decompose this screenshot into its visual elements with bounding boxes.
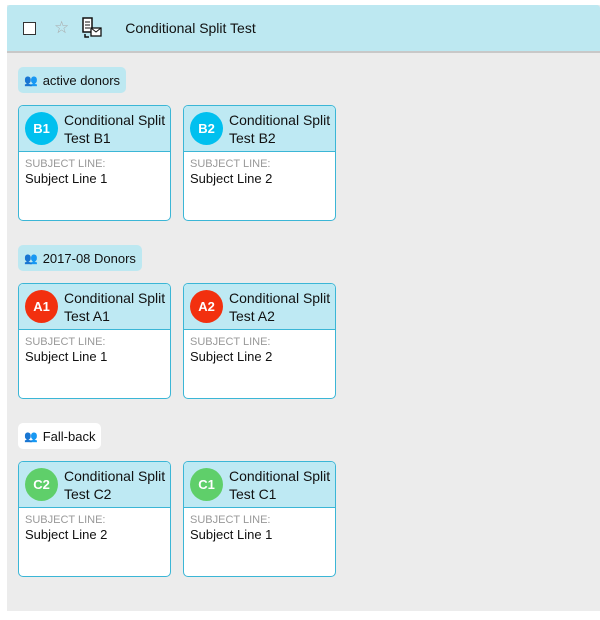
email-card[interactable]: B1 Conditional Split Test B1 SUBJECT LINE:… [18,105,171,221]
select-checkbox[interactable] [23,21,36,35]
card-header: C1 Conditional Split Test C1 [184,462,335,508]
segment-label[interactable]: 👥 2017-08 Donors [18,245,142,271]
segment-label[interactable]: 👥 Fall-back [18,423,102,449]
subject-line-label: SUBJECT LINE: [25,158,106,170]
email-name: Conditional Split Test C1 [229,467,331,502]
email-card[interactable]: C2 Conditional Split Test C2 SUBJECT LINE:… [18,461,171,577]
subject-line-label: SUBJECT LINE: [25,514,106,526]
subject-line-label: SUBJECT LINE: [25,336,106,348]
subject-line-value: Subject Line 2 [25,527,108,542]
card-header: A1 Conditional Split Test A1 [19,284,170,330]
subject-line-value: Subject Line 2 [190,349,273,364]
segment-label[interactable]: 👥 active donors [18,67,127,93]
email-name: Conditional Split Test B2 [229,111,331,146]
email-name: Conditional Split Test A1 [64,289,166,324]
split-test-panel: ☆ Conditional Split Test 👥 active donors B… [7,5,600,611]
segment-name: 2017-08 Donors [42,250,136,266]
subject-line-label: SUBJECT LINE: [190,514,271,526]
card-header: B1 Conditional Split Test B1 [19,106,170,152]
email-name: Conditional Split Test B1 [64,111,166,146]
group-people-icon: 👥 [24,252,38,265]
email-card[interactable]: B2 Conditional Split Test B2 SUBJECT LINE:… [183,105,336,221]
variant-badge: C2 [25,468,58,501]
subject-line-value: Subject Line 2 [190,171,273,186]
split-group: 👥 2017-08 Donors A1 Conditional Split Test … [18,245,336,399]
subject-line-value: Subject Line 1 [25,171,108,186]
page-title: Conditional Split Test [125,20,256,36]
subject-line-value: Subject Line 1 [190,527,273,542]
header-bar: ☆ Conditional Split Test [7,5,600,53]
star-icon[interactable]: ☆ [54,18,70,37]
group-people-icon: 👥 [24,74,38,87]
split-group: 👥 Fall-back C2 Conditional Split Test C2 SUB… [18,423,336,577]
email-card[interactable]: A2 Conditional Split Test A2 SUBJECT LINE:… [183,283,336,399]
variant-badge: A2 [190,290,223,323]
card-header: A2 Conditional Split Test A2 [184,284,335,330]
variant-badge: B2 [190,112,223,145]
variant-badge: C1 [190,468,223,501]
variant-badge: A1 [25,290,58,323]
email-card[interactable]: A1 Conditional Split Test A1 SUBJECT LINE:… [18,283,171,399]
card-header: B2 Conditional Split Test B2 [184,106,335,152]
segment-name: Fall-back [42,428,96,444]
subject-line-label: SUBJECT LINE: [190,158,271,170]
card-header: C2 Conditional Split Test C2 [19,462,170,508]
email-card[interactable]: C1 Conditional Split Test C1 SUBJECT LINE:… [183,461,336,577]
subject-line-value: Subject Line 1 [25,349,108,364]
email-name: Conditional Split Test A2 [229,289,331,324]
variant-badge: B1 [25,112,58,145]
segment-name: active donors [42,72,121,88]
email-name: Conditional Split Test C2 [64,467,166,502]
group-people-icon: 👥 [24,430,38,443]
mail-merge-icon[interactable] [81,17,103,39]
subject-line-label: SUBJECT LINE: [190,336,271,348]
split-group: 👥 active donors B1 Conditional Split Test B… [18,67,336,221]
